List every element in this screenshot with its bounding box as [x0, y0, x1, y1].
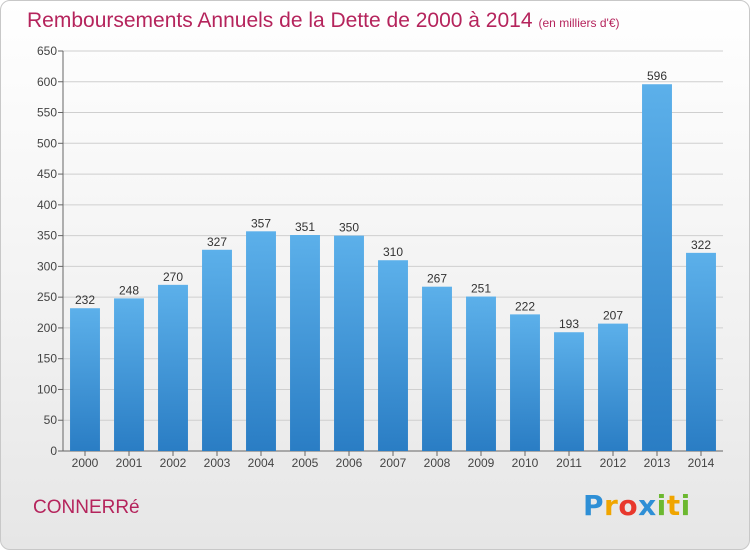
x-tick-label: 2003 — [204, 456, 231, 470]
data-label: 248 — [119, 283, 139, 297]
x-tick-label: 2006 — [336, 456, 363, 470]
logo-letter: x — [638, 489, 657, 522]
bar — [70, 308, 100, 451]
x-tick-label: 2013 — [644, 456, 671, 470]
logo-letter: r — [604, 489, 619, 522]
bar — [686, 252, 716, 451]
x-tick-label: 2001 — [116, 456, 143, 470]
x-tick-label: 2005 — [292, 456, 319, 470]
logo-letter: i — [656, 489, 667, 522]
y-tick-label: 600 — [37, 75, 57, 89]
y-tick-label: 0 — [50, 444, 57, 458]
data-label: 267 — [427, 272, 447, 286]
y-tick-label: 400 — [37, 198, 57, 212]
bar — [422, 286, 452, 451]
data-label: 251 — [471, 282, 491, 296]
y-tick-label: 50 — [44, 413, 58, 427]
y-tick-label: 100 — [37, 382, 57, 396]
data-label: 351 — [295, 220, 315, 234]
bar — [466, 296, 496, 451]
logo-letter: P — [583, 489, 605, 522]
x-tick-label: 2009 — [468, 456, 495, 470]
bar — [202, 249, 232, 451]
y-tick-label: 250 — [37, 290, 57, 304]
proxiti-logo: Proxiti — [583, 489, 691, 522]
x-tick-label: 2000 — [72, 456, 99, 470]
x-tick-label: 2012 — [600, 456, 627, 470]
logo-letter: o — [618, 489, 639, 522]
chart-unit: (en milliers d'€) — [538, 16, 620, 30]
data-label: 596 — [647, 69, 667, 83]
y-tick-label: 450 — [37, 167, 57, 181]
data-label: 232 — [75, 293, 95, 307]
x-tick-label: 2010 — [512, 456, 539, 470]
logo-letter: t — [666, 489, 681, 522]
x-tick-label: 2014 — [688, 456, 715, 470]
data-label: 350 — [339, 221, 359, 235]
bar — [290, 235, 320, 451]
bar — [642, 84, 672, 451]
bar — [510, 314, 540, 451]
y-tick-label: 150 — [37, 352, 57, 366]
data-label: 327 — [207, 235, 227, 249]
chart-title: Remboursements Annuels de la Dette de 20… — [27, 9, 620, 33]
bar — [246, 231, 276, 451]
data-label: 310 — [383, 245, 403, 259]
bar — [598, 323, 628, 451]
y-tick-label: 300 — [37, 259, 57, 273]
commune-name: CONNERRé — [33, 497, 140, 518]
data-label: 193 — [559, 317, 579, 331]
y-tick-label: 550 — [37, 106, 57, 120]
y-tick-label: 350 — [37, 229, 57, 243]
data-label: 322 — [691, 238, 711, 252]
data-label: 207 — [603, 309, 623, 323]
chart-title-text: Remboursements Annuels de la Dette de 20… — [27, 9, 533, 32]
x-tick-label: 2011 — [556, 456, 582, 470]
bar — [114, 298, 144, 451]
data-label: 270 — [163, 270, 183, 284]
y-tick-label: 200 — [37, 321, 57, 335]
x-tick-label: 2002 — [160, 456, 187, 470]
bar — [334, 235, 364, 451]
data-label: 357 — [251, 216, 271, 230]
x-tick-label: 2007 — [380, 456, 407, 470]
y-tick-label: 650 — [37, 44, 57, 58]
x-tick-label: 2004 — [248, 456, 275, 470]
bar — [158, 284, 188, 451]
y-tick-label: 500 — [37, 136, 57, 150]
data-label: 222 — [515, 299, 535, 313]
bar — [378, 260, 408, 451]
x-tick-label: 2008 — [424, 456, 451, 470]
bar — [554, 332, 584, 451]
logo-letter: i — [680, 489, 691, 522]
